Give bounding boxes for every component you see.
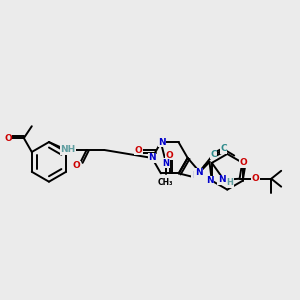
Text: N: N bbox=[218, 175, 226, 184]
Text: O: O bbox=[135, 146, 142, 155]
Text: H: H bbox=[227, 178, 234, 187]
Text: N: N bbox=[206, 176, 214, 185]
Text: O: O bbox=[166, 151, 174, 160]
Text: CH₃: CH₃ bbox=[158, 178, 174, 187]
Text: O: O bbox=[73, 161, 81, 170]
Text: N: N bbox=[195, 168, 203, 177]
Text: O: O bbox=[239, 158, 247, 167]
Text: O: O bbox=[252, 174, 259, 183]
Text: N: N bbox=[162, 159, 169, 168]
Text: C: C bbox=[220, 144, 226, 153]
Text: N: N bbox=[158, 138, 166, 147]
Text: N: N bbox=[148, 153, 156, 162]
Text: O: O bbox=[4, 134, 12, 142]
Text: C: C bbox=[210, 150, 217, 159]
Text: N: N bbox=[192, 171, 200, 180]
Text: NH: NH bbox=[60, 146, 75, 154]
